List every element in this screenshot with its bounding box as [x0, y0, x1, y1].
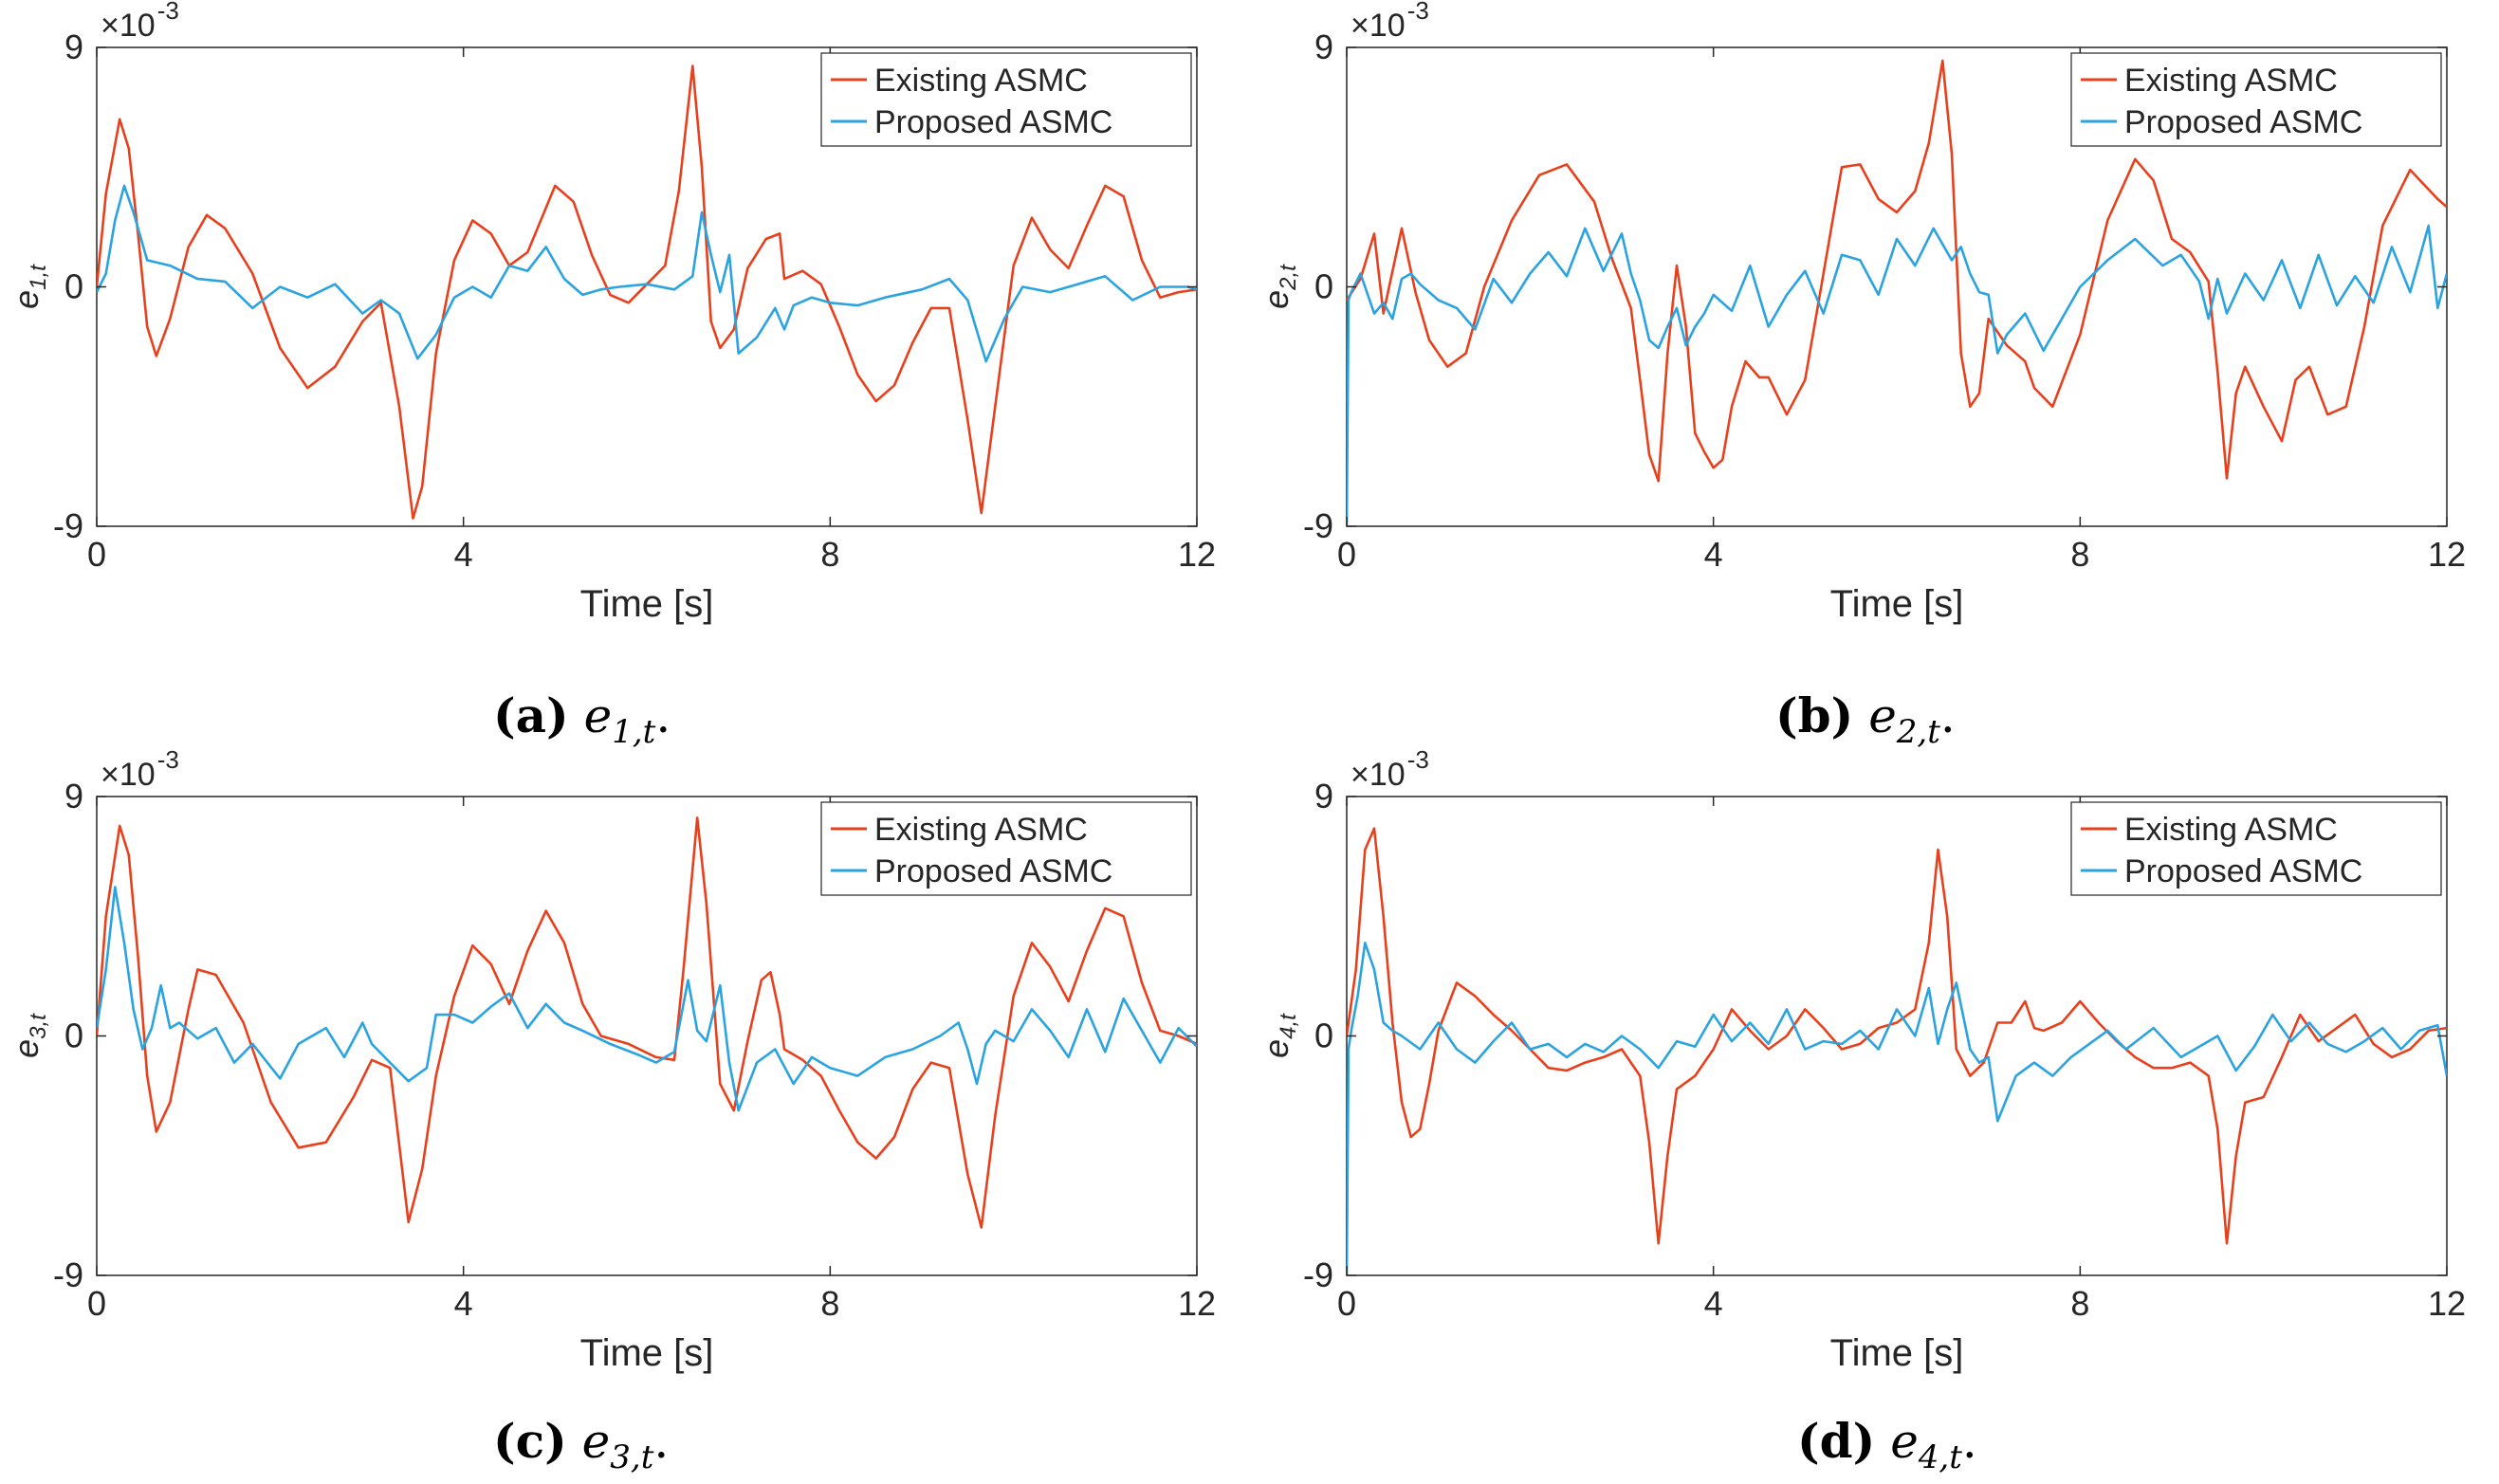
exponent-label: ×10 — [101, 757, 156, 793]
y-axis-label: e3,t — [7, 1013, 51, 1058]
x-axis-label: Time [s] — [580, 1332, 714, 1374]
y-axis-label: e2,t — [1257, 264, 1301, 309]
legend-label-proposed: Proposed ASMC — [874, 853, 1112, 889]
x-tick-label: 0 — [1337, 535, 1356, 574]
x-tick-label: 8 — [820, 1284, 839, 1323]
caption-c-symbol: e — [581, 1414, 611, 1469]
x-tick-label: 0 — [1337, 1284, 1356, 1323]
series-line-existing — [97, 816, 1197, 1229]
caption-d-symbol: e — [1890, 1414, 1919, 1469]
series-line-existing — [1347, 827, 2447, 1245]
y-tick-label: -9 — [1303, 1255, 1333, 1294]
x-tick-label: 4 — [1704, 1284, 1723, 1323]
y-axis-label-group: e4,t — [1257, 1013, 1301, 1058]
x-tick-label: 4 — [1704, 535, 1723, 574]
x-tick-label: 0 — [87, 1284, 106, 1323]
x-tick-label: 8 — [2070, 535, 2089, 574]
exponent-label: ×10 — [101, 8, 156, 44]
y-axis-label: e1,t — [7, 264, 51, 309]
y-tick-label: 0 — [1314, 267, 1333, 306]
caption-c-label: (c) — [493, 1413, 567, 1469]
y-axis-label-group: e3,t — [7, 1013, 51, 1058]
y-tick-label: 9 — [1314, 777, 1333, 815]
series-line-proposed — [1347, 942, 2447, 1276]
x-tick-label: 0 — [87, 535, 106, 574]
y-tick-label: 0 — [64, 267, 83, 306]
x-tick-label: 4 — [454, 1284, 473, 1323]
y-tick-label: -9 — [1303, 506, 1333, 545]
y-tick-label: 9 — [1314, 27, 1333, 66]
y-axis-label-sub: 1,t — [26, 264, 51, 290]
exponent-label: ×10 — [1351, 8, 1406, 44]
series-line-existing — [97, 64, 1197, 520]
series-line-proposed — [97, 886, 1197, 1112]
x-axis-label: Time [s] — [1830, 583, 1964, 625]
caption-c: (c) e3,t. — [493, 1413, 670, 1476]
y-tick-label: -9 — [53, 1255, 83, 1294]
y-axis-label-main: e — [1257, 290, 1295, 309]
caption-a: (a) e1,t. — [493, 687, 671, 751]
exponent-power: -3 — [1407, 0, 1429, 25]
exponent-label: ×10 — [1351, 757, 1406, 793]
legend-label-existing: Existing ASMC — [874, 63, 1088, 99]
legend-label-existing: Existing ASMC — [2124, 63, 2338, 99]
y-axis-label-sub: 4,t — [1276, 1013, 1301, 1039]
x-tick-label: 8 — [2070, 1284, 2089, 1323]
y-tick-label: 0 — [1314, 1017, 1333, 1055]
legend-box — [2070, 52, 2442, 147]
y-axis-label-group: e1,t — [7, 264, 51, 309]
legend-label-proposed: Proposed ASMC — [2124, 104, 2362, 140]
x-tick-label: 12 — [1178, 1284, 1216, 1323]
legend-label-proposed: Proposed ASMC — [2124, 853, 2362, 889]
caption-b-label: (b) — [1775, 687, 1854, 743]
legend-label-existing: Existing ASMC — [874, 812, 1088, 848]
caption-a-symbol: e — [583, 688, 613, 743]
exponent-power: -3 — [1407, 745, 1429, 774]
x-axis-label: Time [s] — [1830, 1332, 1964, 1374]
exponent-power: -3 — [157, 745, 179, 774]
caption-a-label: (a) — [493, 687, 569, 743]
x-axis-label: Time [s] — [580, 583, 714, 625]
caption-d: (d) e4,t. — [1797, 1413, 1977, 1476]
exponent-power: -3 — [157, 0, 179, 25]
x-tick-label: 12 — [2428, 535, 2466, 574]
y-axis-label-group: e2,t — [1257, 264, 1301, 309]
y-axis-label-sub: 2,t — [1276, 264, 1301, 291]
y-axis-label: e4,t — [1257, 1013, 1301, 1058]
legend-box — [2070, 801, 2442, 896]
y-axis-label-sub: 3,t — [26, 1013, 51, 1039]
legend-label-proposed: Proposed ASMC — [874, 104, 1112, 140]
caption-d-label: (d) — [1797, 1413, 1876, 1469]
series-line-existing — [1347, 59, 2447, 483]
x-tick-label: 12 — [2428, 1284, 2466, 1323]
x-tick-label: 4 — [454, 535, 473, 574]
x-tick-label: 12 — [1178, 535, 1216, 574]
x-tick-label: 8 — [820, 535, 839, 574]
y-axis-label-main: e — [1257, 1039, 1295, 1058]
y-tick-label: 9 — [64, 777, 83, 815]
legend-label-existing: Existing ASMC — [2124, 812, 2338, 848]
y-tick-label: 9 — [64, 27, 83, 66]
caption-c-subscript: 3,t — [610, 1438, 654, 1476]
y-axis-label-main: e — [7, 1039, 46, 1058]
y-axis-label-main: e — [7, 290, 46, 309]
caption-b: (b) e2,t. — [1775, 687, 1956, 751]
caption-d-subscript: 4,t — [1918, 1438, 1962, 1476]
y-tick-label: 0 — [64, 1017, 83, 1055]
series-line-proposed — [1347, 224, 2447, 527]
legend-box — [820, 52, 1192, 147]
y-tick-label: -9 — [53, 506, 83, 545]
caption-b-symbol: e — [1868, 688, 1897, 743]
caption-a-subscript: 1,t — [612, 713, 656, 751]
legend-box — [820, 801, 1192, 896]
series-line-proposed — [97, 184, 1197, 363]
caption-b-subscript: 2,t — [1896, 713, 1940, 751]
